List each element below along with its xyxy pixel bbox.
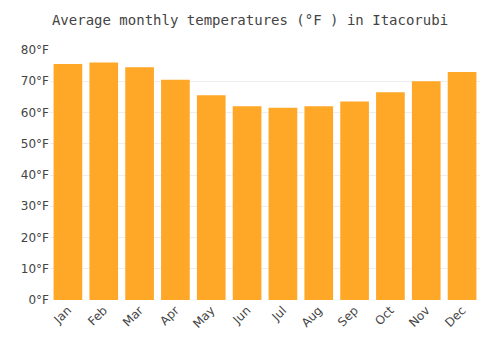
- svg-text:Oct: Oct: [372, 303, 397, 328]
- svg-text:Sep: Sep: [335, 303, 361, 329]
- svg-text:Aug: Aug: [299, 303, 325, 329]
- svg-text:May: May: [190, 303, 217, 330]
- svg-text:Jan: Jan: [51, 303, 75, 327]
- svg-text:30°F: 30°F: [21, 199, 49, 213]
- svg-text:10°F: 10°F: [21, 262, 49, 276]
- svg-text:20°F: 20°F: [21, 231, 49, 245]
- svg-text:Mar: Mar: [120, 303, 146, 329]
- svg-text:50°F: 50°F: [21, 137, 49, 151]
- svg-text:Apr: Apr: [157, 303, 182, 328]
- svg-text:70°F: 70°F: [21, 74, 49, 88]
- svg-text:60°F: 60°F: [21, 106, 49, 120]
- svg-text:Jun: Jun: [230, 303, 254, 327]
- svg-text:Nov: Nov: [406, 303, 432, 329]
- svg-text:Jul: Jul: [268, 303, 289, 324]
- svg-text:80°F: 80°F: [21, 43, 49, 57]
- svg-text:Dec: Dec: [442, 303, 468, 329]
- svg-text:0°F: 0°F: [28, 293, 49, 307]
- svg-text:40°F: 40°F: [21, 168, 49, 182]
- svg-text:Feb: Feb: [85, 303, 110, 328]
- svg-text:Average monthly temperatures (: Average monthly temperatures (°F ) in It…: [52, 12, 448, 28]
